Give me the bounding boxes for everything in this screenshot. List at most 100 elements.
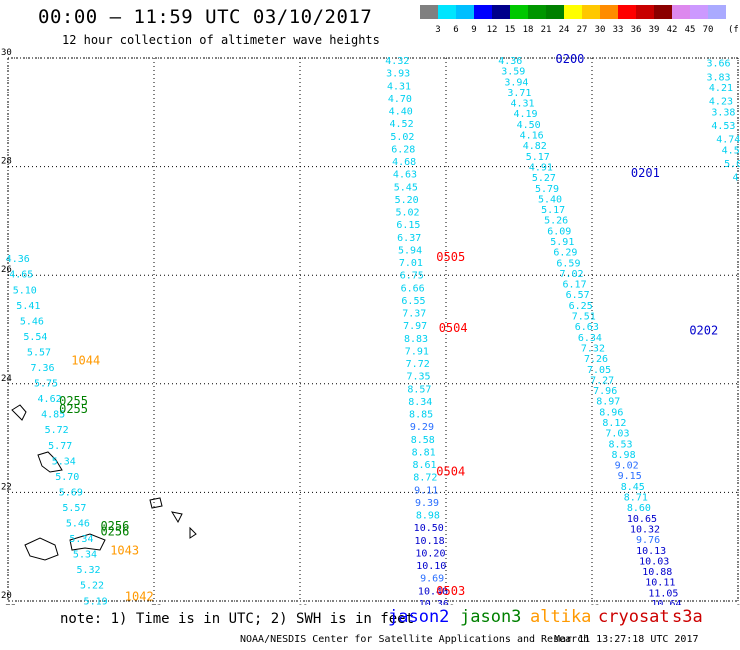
wave-height-value: 5.32	[76, 565, 100, 576]
colorbar-swatch	[474, 5, 492, 19]
wave-height-value: 5.70	[55, 472, 79, 483]
wave-height-value: 7.26	[584, 354, 608, 365]
wave-height-value: 8.61	[412, 460, 436, 471]
wave-height-value: 5.79	[535, 184, 559, 195]
wave-height-value: 8.98	[416, 511, 440, 522]
wave-height-value: 3.83	[706, 72, 730, 83]
wave-height-value: 8.71	[624, 493, 648, 504]
wave-height-value: 4.63	[393, 170, 417, 181]
wave-height-value: 4.50	[517, 120, 541, 131]
island-outline	[69, 533, 106, 551]
legend-altika: altika	[530, 607, 592, 627]
wave-height-value: 9.11	[414, 485, 438, 496]
wave-height-value: 8.58	[411, 435, 435, 446]
wave-height-value: 4.40	[389, 107, 413, 118]
wave-height-value: 7.01	[399, 258, 423, 269]
wave-height-value: 5.72	[45, 425, 69, 436]
wave-height-value: 5.94	[398, 245, 422, 256]
wave-height-value: 4.53	[711, 121, 735, 132]
wave-height-value: 4.23	[709, 97, 733, 108]
wave-height-value: 10.36	[419, 599, 449, 605]
wave-height-value: 5.0	[724, 159, 740, 170]
wave-height-value: 6.34	[578, 333, 602, 344]
wave-height-value: 10.64	[651, 599, 681, 605]
wave-height-value: 7.03	[605, 429, 629, 440]
wave-height-value: 9.39	[415, 498, 439, 509]
island-outline	[24, 537, 59, 561]
colorbar-swatch	[564, 5, 582, 19]
pass-time-label: 1042	[125, 590, 154, 604]
wave-height-value: 10.13	[636, 546, 666, 557]
wave-height-value: 4	[733, 173, 739, 184]
colorbar-swatch	[582, 5, 600, 19]
wave-height-value: 10.11	[645, 578, 675, 589]
wave-height-value: 4.19	[514, 109, 538, 120]
wave-height-value: 6.37	[397, 233, 421, 244]
colorbar-swatch	[636, 5, 654, 19]
wave-height-value: 6.29	[553, 248, 577, 259]
colorbar-swatch	[510, 5, 528, 19]
colorbar-tick-label: 6	[453, 25, 458, 35]
x-tick-label: -66	[438, 604, 454, 605]
wave-height-value: 8.60	[627, 503, 651, 514]
wave-height-value: 4.36	[6, 254, 30, 265]
wave-height-value: 8.53	[608, 439, 632, 450]
colorbar-swatch	[456, 5, 474, 19]
wave-height-value: 5.57	[62, 503, 86, 514]
wave-height-value: 6.57	[566, 290, 590, 301]
wave-height-value: 4.5	[722, 146, 740, 157]
wave-height-value: 5.77	[48, 441, 72, 452]
wave-height-value: 10.03	[639, 556, 669, 567]
wave-height-value: 6.09	[547, 226, 571, 237]
wave-height-value: 6.15	[396, 220, 420, 231]
colorbar-tick-label: 12	[487, 25, 498, 35]
wave-height-value: 7.02	[559, 269, 583, 280]
colorbar-tick-label: 15	[505, 25, 516, 35]
wave-height-value: 5.02	[390, 132, 414, 143]
y-tick-label: 30	[1, 48, 12, 58]
wave-height-value: 10.32	[630, 524, 660, 535]
pass-time-label: 1043	[110, 543, 139, 557]
colorbar-tick-label: 21	[541, 25, 552, 35]
x-tick-label: -72	[146, 604, 162, 605]
wave-height-value: 5.22	[80, 581, 104, 592]
y-tick-label: 22	[1, 482, 12, 492]
wave-height-value: 5.02	[395, 208, 419, 219]
colorbar-swatch	[438, 5, 456, 19]
wave-height-value: 5.75	[34, 379, 58, 390]
wave-height-value: 4.31	[510, 99, 534, 110]
wave-height-value: 5.69	[59, 487, 83, 498]
wave-height-value: 8.34	[408, 397, 432, 408]
pass-time-label: 0255	[59, 402, 88, 416]
wave-height-value: 6.75	[400, 271, 424, 282]
wave-height-value: 6.55	[401, 296, 425, 307]
wave-height-value: 3.94	[504, 77, 528, 88]
wave-height-value: 7.36	[30, 363, 54, 374]
colorbar-tick-label: 45	[685, 25, 696, 35]
wave-height-value: 10.18	[415, 536, 445, 547]
wave-height-value: 7.05	[587, 365, 611, 376]
x-tick-label: -69	[292, 604, 308, 605]
x-tick-label: -63	[584, 604, 600, 605]
colorbar-swatch	[672, 5, 690, 19]
wave-height-value: 5.17	[541, 205, 565, 216]
map-title: 00:00 – 11:59 UTC 03/10/2017	[38, 6, 373, 28]
colorbar-swatch	[708, 5, 726, 19]
wave-height-value: 10.88	[642, 567, 672, 578]
wave-height-value: 4.31	[387, 81, 411, 92]
wave-height-value: 7.37	[402, 309, 426, 320]
colorbar-unit: (ft)	[728, 25, 738, 35]
wave-height-value: 4.36	[498, 56, 522, 67]
wave-height-value: 5.17	[526, 152, 550, 163]
wave-height-value: 8.45	[621, 482, 645, 493]
wave-height-value: 8.97	[596, 397, 620, 408]
colorbar-tick-label: 27	[577, 25, 588, 35]
wave-height-value: 7.96	[593, 386, 617, 397]
pass-time-label: 0504	[436, 465, 465, 479]
colorbar-tick-label: 36	[631, 25, 642, 35]
wave-height-value: 4.74	[716, 135, 740, 146]
wave-height-value: 7.72	[406, 359, 430, 370]
wave-height-value: 5.34	[69, 534, 93, 545]
wave-height-value: 6.66	[401, 283, 425, 294]
